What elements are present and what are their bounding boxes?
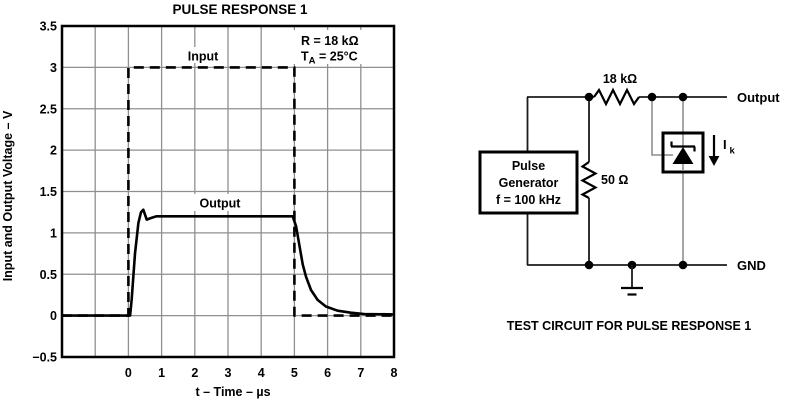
pulse-response-chart: PULSE RESPONSE 1 Input Output R = 18 kΩ … — [1, 2, 398, 399]
y-tick-label: 2.5 — [40, 102, 57, 116]
x-tick-label: 0 — [125, 366, 132, 380]
y-tick-label: 2 — [50, 144, 57, 158]
x-tick-label: 5 — [291, 366, 298, 380]
conditions-mask — [293, 30, 391, 64]
node-dot — [647, 92, 657, 102]
y-tick-label: 0.5 — [40, 268, 57, 282]
y-tick-label: 0 — [50, 309, 57, 323]
pulse-generator-box — [478, 150, 579, 215]
condition-temperature: TA = 25°C — [301, 50, 358, 67]
output-series-label: Output — [200, 197, 242, 211]
current-label: I — [723, 137, 727, 152]
chart-title: PULSE RESPONSE 1 — [172, 2, 308, 17]
condition-temp-value: = 25°C — [316, 50, 358, 64]
node-dot — [678, 260, 688, 270]
series-resistor-value: 18 kΩ — [603, 72, 637, 86]
y-axis-title: Input and Output Voltage – V — [1, 110, 15, 281]
output-terminal-label: Output — [737, 90, 780, 105]
series-resistor-zigzag — [593, 87, 640, 107]
input-label-mask — [182, 47, 224, 63]
generator-label-line2: Generator — [499, 176, 559, 190]
x-tick-label: 8 — [391, 366, 398, 380]
y-tick-label: −0.5 — [32, 351, 57, 365]
condition-temp-subscript: A — [309, 56, 316, 67]
y-tick-label: 1 — [50, 226, 57, 240]
current-arrowhead-icon — [708, 156, 720, 166]
x-tick-label: 3 — [225, 366, 232, 380]
y-tick-label: 3 — [50, 61, 57, 75]
x-tick-label: 2 — [191, 366, 198, 380]
condition-temp-symbol: T — [301, 50, 309, 64]
x-tick-label: 6 — [324, 366, 331, 380]
shunt-resistor-zigzag — [580, 161, 598, 199]
generator-label-line1: Pulse — [512, 159, 545, 173]
node-dot — [678, 92, 688, 102]
x-tick-label: 4 — [258, 366, 265, 380]
y-tick-label: 3.5 — [40, 20, 57, 34]
plot-border — [60, 24, 396, 359]
x-tick-label: 1 — [158, 366, 165, 380]
gnd-terminal-label: GND — [737, 258, 766, 273]
y-axis-tick-labels: 3.5 3 2.5 2 1.5 1 0.5 0 −0.5 — [32, 20, 57, 365]
x-axis-title: t – Time – µs — [195, 385, 270, 399]
reference-wire — [651, 97, 663, 156]
node-dot — [584, 260, 594, 270]
y-tick-label: 1.5 — [40, 185, 57, 199]
waveform-output — [62, 208, 395, 317]
x-axis-tick-labels: 0 1 2 3 4 5 6 7 8 — [125, 366, 398, 380]
regulator-triangle-icon — [672, 147, 694, 164]
x-tick-label: 7 — [357, 366, 364, 380]
shunt-resistor-value: 50 Ω — [601, 173, 628, 187]
generator-label-line3: f = 100 kHz — [496, 193, 561, 207]
input-series-label: Input — [188, 50, 219, 64]
node-dot — [584, 92, 594, 102]
test-circuit-diagram: 50 Ω 18 kΩ Pulse Generator f = 100 kHz — [478, 72, 780, 333]
condition-resistance: R = 18 kΩ — [301, 34, 359, 48]
waveforms — [62, 66, 395, 317]
circuit-caption: TEST CIRCUIT FOR PULSE RESPONSE 1 — [507, 319, 752, 333]
current-label-subscript: k — [730, 146, 736, 157]
output-label-mask — [184, 194, 256, 211]
